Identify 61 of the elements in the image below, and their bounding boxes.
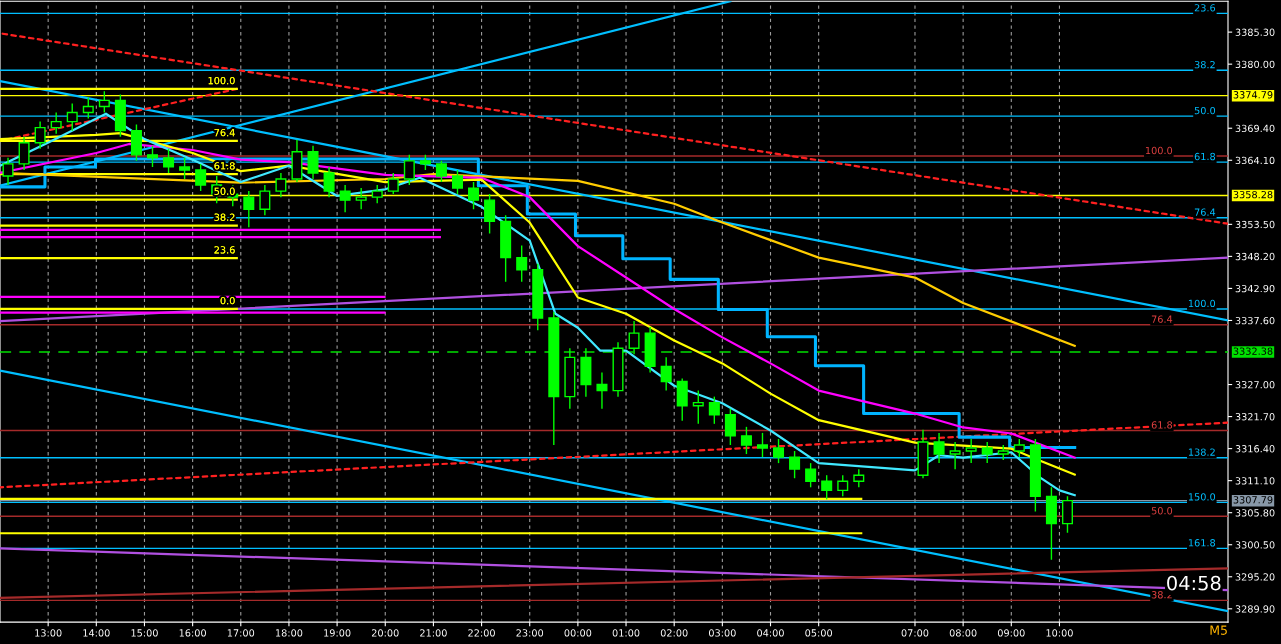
x-tick-label: 08:00 — [949, 629, 977, 637]
annotation: 161.8 — [1188, 539, 1216, 547]
x-tick-label: 02:00 — [660, 629, 688, 637]
x-tick-label: 15:00 — [131, 629, 158, 637]
ref-line-label: 3332.38 — [1233, 347, 1273, 355]
y-tick-label: 3311.10 — [1235, 477, 1275, 485]
series-label: 100.0 — [208, 76, 235, 85]
annotation: 50.0 — [1151, 507, 1173, 515]
x-tick-label: 10:00 — [1046, 629, 1073, 637]
annotation: 61.8 — [1151, 421, 1173, 429]
annotation: 76.4 — [1151, 315, 1173, 323]
y-tick-label: 3342.90 — [1235, 284, 1275, 293]
annotation: 76.4 — [1194, 208, 1216, 216]
x-tick-label: 18:00 — [276, 629, 303, 637]
y-tick-label: 3353.50 — [1235, 220, 1275, 229]
y-tick-label: 3295.20 — [1235, 573, 1275, 581]
y-tick-label: 3337.60 — [1235, 316, 1275, 325]
annotation: 23.6 — [1194, 4, 1216, 12]
y-tick-label: 3316.40 — [1235, 445, 1275, 453]
series-label: 76.4 — [214, 128, 235, 137]
ref-line-label: 3358.28 — [1233, 190, 1273, 199]
x-tick-label: 16:00 — [179, 629, 206, 637]
x-tick-label: 00:00 — [564, 629, 592, 637]
annotation: 100.0 — [1188, 299, 1216, 308]
y-tick-label: 3348.20 — [1235, 252, 1275, 261]
y-tick-label: 3385.30 — [1235, 28, 1275, 36]
x-tick-label: 20:00 — [371, 629, 399, 637]
x-tick-label: 09:00 — [997, 629, 1025, 637]
annotation: 50.0 — [1194, 106, 1216, 115]
y-tick-label: 3327.00 — [1235, 381, 1275, 389]
series-label: 50.0 — [214, 187, 235, 195]
annotation: 138.2 — [1188, 448, 1215, 456]
annotation: 61.8 — [1194, 152, 1216, 161]
x-tick-label: 17:00 — [227, 629, 255, 637]
y-tick-label: 3380.00 — [1235, 60, 1275, 68]
y-tick-label: 3364.10 — [1235, 156, 1275, 165]
y-tick-label: 3300.50 — [1235, 541, 1275, 549]
annotation: 150.0 — [1188, 493, 1216, 501]
x-tick-label: 13:00 — [35, 629, 62, 637]
ref-line-label: 3307.79 — [1233, 496, 1273, 504]
x-tick-label: 22:00 — [468, 629, 495, 637]
y-tick-label: 3369.40 — [1235, 124, 1275, 133]
x-tick-label: 01:00 — [612, 629, 640, 637]
series-label: 0.0 — [220, 296, 235, 305]
x-tick-label: 03:00 — [708, 629, 736, 637]
x-tick-label: 21:00 — [420, 629, 447, 637]
y-tick-label: 3321.70 — [1235, 413, 1275, 421]
annotation: 04:58 — [1167, 575, 1221, 591]
annotation: 100.0 — [1145, 146, 1173, 155]
y-tick-label: 3289.90 — [1235, 605, 1275, 613]
x-tick-label: 14:00 — [83, 629, 110, 637]
ref-line-label: 3374.79 — [1233, 91, 1273, 99]
x-tick-label: 23:00 — [516, 629, 544, 637]
text: M5 — [1210, 625, 1227, 635]
x-tick-label: 05:00 — [805, 629, 833, 637]
x-tick-label: 19:00 — [324, 629, 351, 637]
x-tick-label: 04:00 — [757, 629, 784, 637]
series-label: 23.6 — [214, 246, 235, 254]
annotation: 38.2 — [1194, 60, 1215, 69]
x-tick-label: 07:00 — [901, 629, 929, 637]
y-tick-label: 3305.80 — [1235, 509, 1275, 517]
